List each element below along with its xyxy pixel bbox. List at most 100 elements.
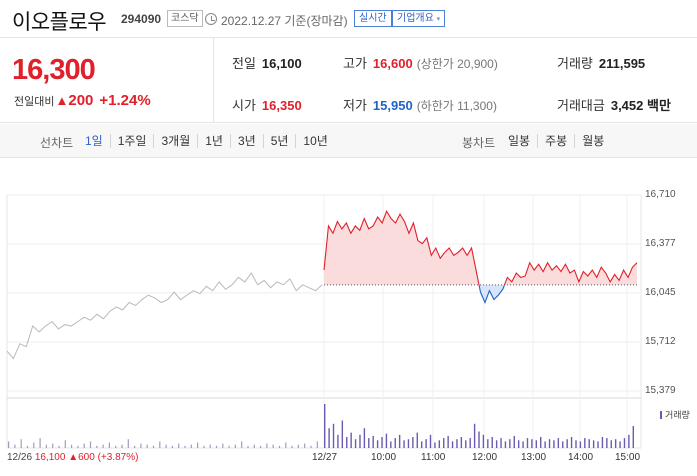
volume-bar-today-32 — [465, 440, 467, 448]
volume-bar-today-16 — [394, 438, 396, 448]
volume-bar-prev-33 — [215, 445, 218, 448]
today-line-down — [478, 284, 506, 304]
high-price: 고가 16,600 (상한가 20,900) — [343, 53, 498, 72]
today-area-down — [479, 284, 505, 303]
price-change: 전일대비▲200 +1.24% — [14, 92, 151, 109]
period-tab-1[interactable]: 1주일 — [109, 134, 154, 148]
volume-bar-today-54 — [562, 441, 564, 448]
change-value: 200 — [68, 92, 94, 109]
candle-tabs: 일봉 주봉 월봉 — [501, 134, 611, 148]
volume-bar-today-63 — [601, 437, 604, 448]
volume-bar-today-68 — [623, 438, 626, 448]
volume-bar-prev-47 — [304, 443, 306, 448]
change-percent: +1.24% — [99, 92, 151, 109]
volume-bar-today-61 — [592, 440, 595, 448]
volume-bar-prev-10 — [71, 444, 73, 448]
volume-bar-prev-5 — [39, 438, 41, 448]
amount-label: 거래대금 — [557, 98, 605, 113]
volume-bar-today-50 — [544, 441, 546, 448]
y-tick-label-0: 16,710 — [645, 189, 676, 200]
as-of-date: 2022.12.27 기준(장마감) — [221, 14, 348, 28]
x-tick-label-4: 13:00 — [521, 452, 547, 463]
volume-bar-prev-43 — [278, 445, 281, 448]
period-tab-6[interactable]: 10년 — [295, 134, 334, 148]
volume-bar-prev-49 — [316, 441, 318, 448]
period-tab-2[interactable]: 3개월 — [153, 134, 197, 148]
period-tab-0[interactable]: 1일 — [85, 134, 103, 148]
volume-bar-today-56 — [570, 437, 573, 448]
price-chart-svg — [6, 194, 642, 449]
prev-close: 전일 16,100 — [232, 53, 302, 72]
chart-controls: 선차트 1일 1주일 3개월 1년 3년 5년 10년 봉차트 일봉 주봉 월봉 — [0, 124, 697, 158]
volume-bar-prev-8 — [58, 445, 60, 448]
today-line-up — [323, 209, 638, 285]
volume-bar-prev-23 — [152, 445, 155, 448]
volume-bar-prev-18 — [121, 444, 123, 448]
volume-bar-today-4 — [341, 420, 344, 448]
volume-bar-prev-46 — [297, 444, 299, 448]
candle-tab-0[interactable]: 일봉 — [508, 134, 531, 148]
low-label: 저가 — [343, 98, 367, 113]
volume-bar-today-25 — [434, 442, 436, 448]
volume-bar-prev-19 — [127, 439, 129, 448]
volume-bar-today-24 — [429, 434, 432, 448]
volume-bar-today-41 — [504, 441, 507, 448]
volume-bar-prev-30 — [197, 442, 199, 448]
volume-bar-prev-15 — [102, 444, 104, 448]
volume-bar-today-58 — [579, 441, 582, 448]
volume-bar-today-19 — [407, 439, 410, 448]
volume-bar-prev-17 — [115, 445, 117, 448]
x-tick-label-5: 14:00 — [568, 452, 594, 463]
volume-bar-prev-13 — [89, 441, 92, 448]
volume-bar-today-47 — [531, 439, 533, 448]
volume-bar-prev-29 — [190, 444, 192, 448]
volume-bar-today-1 — [328, 428, 330, 448]
candle-tab-1[interactable]: 주봉 — [537, 134, 574, 148]
volume-bar-today-31 — [460, 437, 463, 448]
volume-bar-today-65 — [610, 440, 612, 448]
volume-swatch — [660, 411, 662, 419]
volume-legend-label: 거래량 — [665, 410, 690, 420]
stock-header: 이오플로우 294090 코스닥 2022.12.27 기준(장마감) 실시간 … — [0, 0, 697, 38]
volume-bar-prev-40 — [260, 445, 262, 448]
volume-bar-prev-42 — [272, 444, 274, 448]
volume-bar-today-7 — [354, 439, 357, 448]
prev-day-change: 600 — [78, 452, 95, 463]
trade-amount: 거래대금 3,452 백만 — [557, 95, 671, 114]
volume-bar-prev-35 — [228, 445, 230, 448]
company-overview-label: 기업개요 — [397, 13, 434, 24]
volume-bar-today-10 — [368, 438, 370, 448]
candle-tab-2[interactable]: 월봉 — [574, 134, 611, 148]
volume-bar-prev-37 — [241, 441, 243, 448]
volume-bar-today-30 — [456, 439, 458, 448]
market-badge: 코스닥 — [167, 10, 203, 27]
period-tab-4[interactable]: 3년 — [229, 134, 263, 148]
realtime-button[interactable]: 실시간 — [354, 10, 392, 27]
volume-bar-prev-3 — [26, 445, 29, 448]
volume-bar-today-53 — [557, 438, 560, 448]
high-value: 16,600 — [372, 56, 413, 71]
line-chart-title: 선차트 — [40, 136, 74, 150]
open-price: 시가 16,350 — [232, 95, 302, 114]
high-label: 고가 — [343, 56, 367, 71]
y-tick-label-4: 15,379 — [645, 385, 676, 396]
volume-bar-today-0 — [324, 404, 326, 448]
volume-bar-today-62 — [597, 441, 599, 448]
volume-bar-today-64 — [606, 438, 608, 448]
volume-bar-today-49 — [540, 437, 542, 448]
period-tab-5[interactable]: 5년 — [262, 134, 296, 148]
period-tab-3[interactable]: 1년 — [197, 134, 230, 148]
volume: 거래량 211,595 — [557, 53, 645, 72]
volume-bar-today-21 — [416, 432, 418, 448]
volume-bar-today-55 — [566, 439, 568, 448]
volume-bar-prev-31 — [203, 445, 205, 448]
volume-bar-today-34 — [473, 423, 476, 448]
volume-bar-today-70 — [632, 426, 634, 448]
prev-day-arrow: ▲ — [68, 452, 79, 463]
volume-label: 거래량 — [557, 56, 593, 71]
today-area-up — [324, 211, 637, 285]
company-overview-button[interactable]: 기업개요 ▾ — [392, 10, 446, 27]
volume-bar-today-60 — [588, 439, 590, 448]
volume-bar-today-8 — [359, 434, 361, 448]
volume-bar-today-66 — [614, 439, 617, 448]
